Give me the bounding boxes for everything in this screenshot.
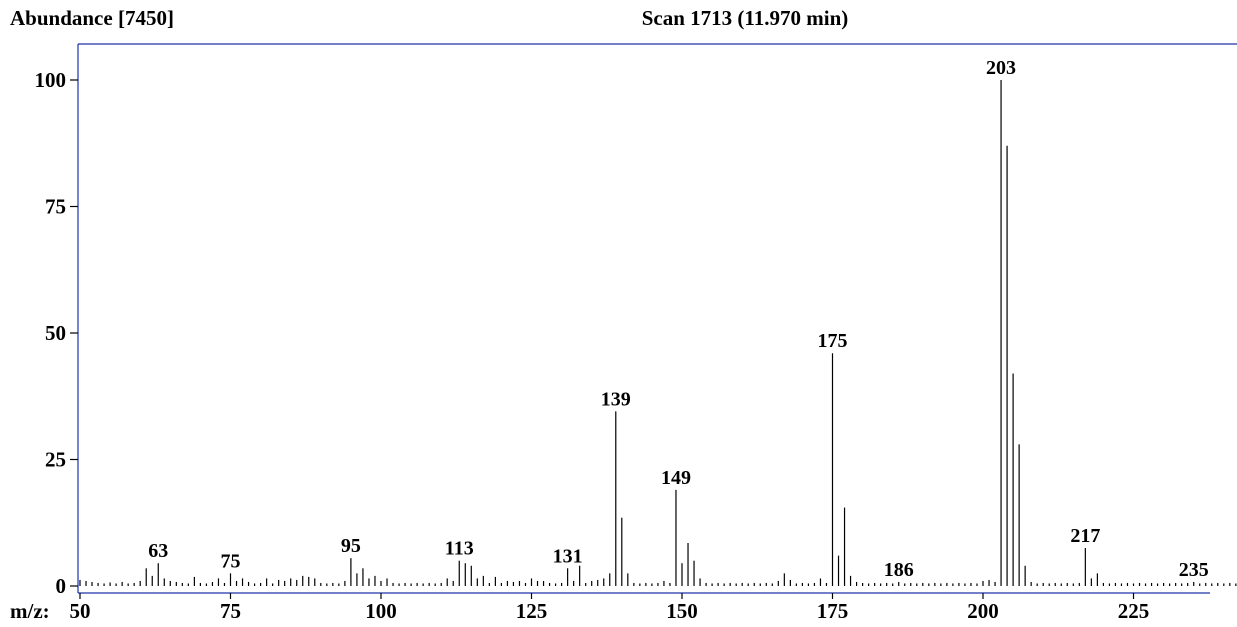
peak-label-175: 175 xyxy=(818,330,848,352)
y-tick-label: 75 xyxy=(45,195,66,219)
x-tick-label: 200 xyxy=(967,599,999,623)
x-tick-label: 150 xyxy=(666,599,698,623)
x-tick-label: 175 xyxy=(817,599,849,623)
peak-label-149: 149 xyxy=(661,467,691,489)
x-axis-ticks: 5075100125150175200225250275300325350375… xyxy=(70,593,1150,623)
peak-label-203: 203 xyxy=(986,57,1016,79)
peak-labels: 6375951131311391491751862032172352512842… xyxy=(148,57,1209,581)
peak-label-131: 131 xyxy=(553,545,583,567)
x-tick-label: 100 xyxy=(365,599,397,623)
x-tick-label: 50 xyxy=(70,599,91,623)
y-tick-label: 100 xyxy=(35,68,67,92)
x-axis-label: m/z: xyxy=(10,599,50,623)
chart-title: Scan 1713 (11.970 min) xyxy=(642,6,849,30)
peak-label-139: 139 xyxy=(601,388,631,410)
y-tick-label: 25 xyxy=(45,448,66,472)
y-axis-label: Abundance [7450] xyxy=(10,6,174,30)
peak-label-217: 217 xyxy=(1070,525,1100,547)
peak-label-95: 95 xyxy=(341,535,361,557)
y-tick-label: 0 xyxy=(56,574,67,598)
peak-label-75: 75 xyxy=(221,550,241,572)
peak-label-113: 113 xyxy=(445,538,474,560)
peak-label-186: 186 xyxy=(884,559,914,581)
peak-label-63: 63 xyxy=(148,540,168,562)
peak-series xyxy=(79,80,1237,586)
x-tick-label: 75 xyxy=(220,599,241,623)
y-axis-ticks: 0 25 50 75 100 xyxy=(35,68,78,598)
peak-label-235: 235 xyxy=(1179,559,1209,581)
y-tick-label: 50 xyxy=(45,321,66,345)
x-tick-label: 125 xyxy=(516,599,548,623)
x-tick-label: 225 xyxy=(1118,599,1150,623)
